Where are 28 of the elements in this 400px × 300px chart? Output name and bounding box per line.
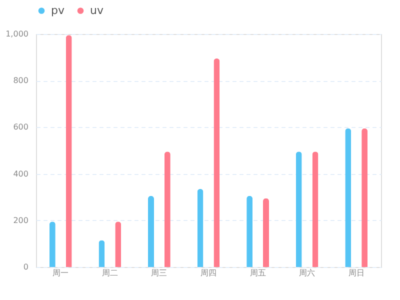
bar — [345, 128, 352, 267]
y-tick-label: 200 — [13, 216, 28, 225]
y-tick-label: 800 — [13, 76, 28, 86]
bar — [66, 35, 72, 267]
bar — [246, 196, 253, 267]
x-tick-label: 周六 — [299, 268, 316, 278]
x-tick-label: 周日 — [348, 268, 364, 278]
x-tick-label: 周四 — [200, 268, 216, 278]
bar — [362, 128, 368, 267]
bar — [296, 152, 302, 267]
bar — [49, 222, 56, 267]
bar — [214, 58, 220, 267]
bar — [115, 222, 122, 267]
bar — [312, 152, 318, 267]
bar — [164, 152, 170, 267]
y-tick-label: 400 — [13, 169, 28, 178]
x-tick-label: 周五 — [250, 268, 266, 278]
bar — [148, 196, 154, 267]
y-tick-label: 600 — [13, 122, 28, 132]
bar — [197, 188, 204, 267]
legend-label: pv — [51, 4, 65, 17]
x-tick-label: 周二 — [102, 268, 118, 278]
legend-label: uv — [90, 4, 104, 17]
y-tick-label: 1,000 — [6, 30, 28, 38]
bar — [263, 198, 269, 267]
x-tick-label: 周三 — [151, 268, 168, 278]
x-tick-label: 周一 — [52, 268, 69, 278]
y-tick-label: 0 — [23, 262, 28, 272]
